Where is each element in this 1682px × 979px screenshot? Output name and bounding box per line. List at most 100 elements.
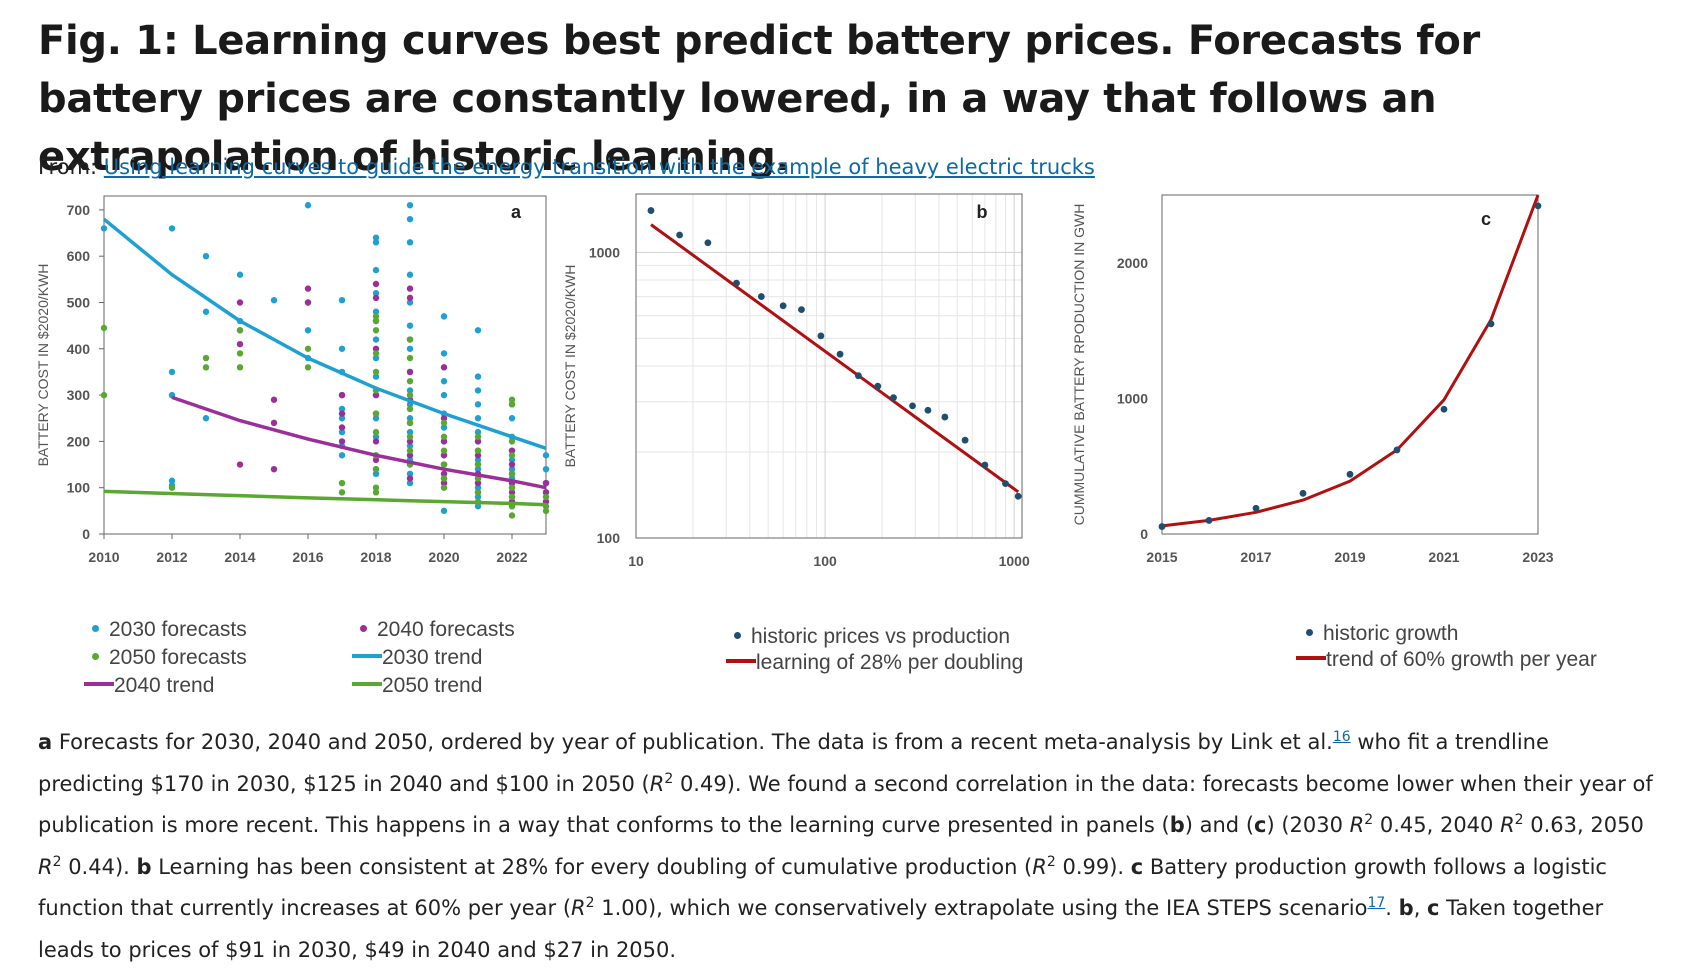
superscript: 2 [1046, 853, 1056, 870]
data-point [542, 479, 550, 487]
data-point [440, 475, 448, 482]
data-point [508, 512, 516, 519]
data-point [236, 364, 244, 371]
caption-panel-c-label: c [1427, 896, 1440, 920]
data-point [440, 484, 448, 491]
data-point [474, 433, 482, 440]
legend-label: learning of 28% per doubling [756, 651, 1024, 674]
data-point [100, 225, 108, 232]
data-point [474, 489, 482, 496]
data-point [372, 350, 380, 357]
caption-panel-a-label: a [38, 730, 53, 754]
legend-label: historic growth [1323, 622, 1459, 645]
data-point [440, 452, 448, 459]
figure-title: Fig. 1: Learning curves best predict bat… [38, 18, 1480, 180]
data-point [1252, 504, 1260, 512]
data-point [1440, 405, 1448, 413]
data-point [542, 465, 550, 473]
data-point [1205, 517, 1213, 524]
data-point [542, 507, 550, 515]
legend-panel-b: historic prices vs production learning o… [726, 625, 1126, 685]
source-line: From: Using learning curves to guide the… [38, 155, 1095, 179]
data-point [474, 465, 482, 473]
data-point [406, 452, 414, 459]
data-point [406, 433, 414, 440]
data-point [440, 479, 448, 487]
data-point [168, 225, 176, 232]
data-point [440, 438, 448, 445]
legend-label: 2030 trend [382, 646, 483, 669]
data-point [406, 438, 414, 445]
caption-panel-c-label: c [1130, 854, 1144, 879]
data-point [474, 327, 482, 334]
data-point [100, 391, 108, 399]
superscript: 2 [1514, 812, 1524, 828]
data-point [406, 405, 414, 413]
data-point [542, 489, 550, 496]
data-point [1346, 470, 1354, 478]
y-tick-label: 100 [67, 480, 91, 496]
data-point [406, 378, 414, 385]
r-symbol: R [571, 896, 586, 920]
reference-link[interactable]: 16 [1332, 729, 1351, 745]
data-point [338, 410, 346, 417]
data-point [406, 271, 414, 278]
data-point [406, 442, 414, 450]
y-axis-label: BATTERY COST IN $2020/KWH [562, 265, 578, 468]
source-link[interactable]: Using learning curves to guide the energ… [103, 155, 1095, 179]
legend-label: 2040 forecasts [377, 618, 515, 641]
reference-17[interactable]: 17 [1367, 895, 1385, 911]
legend-panel-a: 2030 forecasts 2040 forecasts 2050 forec… [84, 618, 572, 708]
chart-panel-a: 0 100 200 300 400 500 600 700 2010 2012 2014 2016 20… [35, 195, 550, 565]
x-tick-label: 2012 [156, 549, 187, 565]
data-point [372, 317, 380, 325]
data-point [372, 336, 380, 343]
data-point [508, 461, 516, 468]
data-point [338, 415, 346, 422]
data-point [202, 354, 210, 362]
legend-item-historic-growth: historic growth [1306, 622, 1458, 646]
x-tick-label: 2016 [292, 549, 323, 565]
data-point [406, 294, 414, 302]
data-point [440, 378, 448, 385]
data-point [890, 394, 897, 402]
data-point [372, 308, 380, 315]
data-point [406, 368, 414, 376]
reference-link[interactable]: 17 [1367, 895, 1386, 911]
legend-marker [360, 624, 367, 632]
y-axis-label: CUMMULATIVE BATTERY RPODUCTION IN GWH [1071, 204, 1087, 526]
caption-panel-c-ref: c [1254, 813, 1267, 837]
data-point [406, 387, 414, 394]
data-point [440, 433, 448, 440]
data-point [236, 271, 244, 278]
data-point [1158, 523, 1166, 530]
data-point [270, 296, 278, 304]
data-point [270, 396, 278, 403]
data-point [304, 202, 312, 209]
data-point [100, 324, 108, 332]
trend-line [103, 489, 547, 507]
legend-marker [1306, 628, 1313, 636]
data-point [941, 413, 949, 421]
superscript: 2 [585, 895, 595, 911]
data-point [440, 419, 448, 427]
data-point [474, 373, 482, 380]
r-symbol: R [38, 854, 53, 879]
legend-item-2050-trend: 2050 trend [352, 674, 482, 698]
y-tick-label: 100 [597, 530, 621, 546]
legend-marker [726, 659, 756, 664]
data-point [474, 484, 482, 491]
caption-text: Battery production growth follows a logi… [38, 854, 1607, 921]
legend-marker [734, 631, 741, 639]
reference-16[interactable]: 16 [1333, 729, 1351, 745]
legend-label: historic prices vs production [751, 625, 1011, 648]
data-point [202, 308, 210, 315]
data-point [1002, 480, 1009, 488]
data-point [372, 456, 380, 464]
data-point [836, 350, 844, 358]
data-point [406, 391, 414, 399]
data-point [372, 489, 380, 496]
data-point [474, 438, 482, 445]
data-point [236, 350, 244, 357]
y-tick-label: 1000 [1117, 390, 1148, 406]
